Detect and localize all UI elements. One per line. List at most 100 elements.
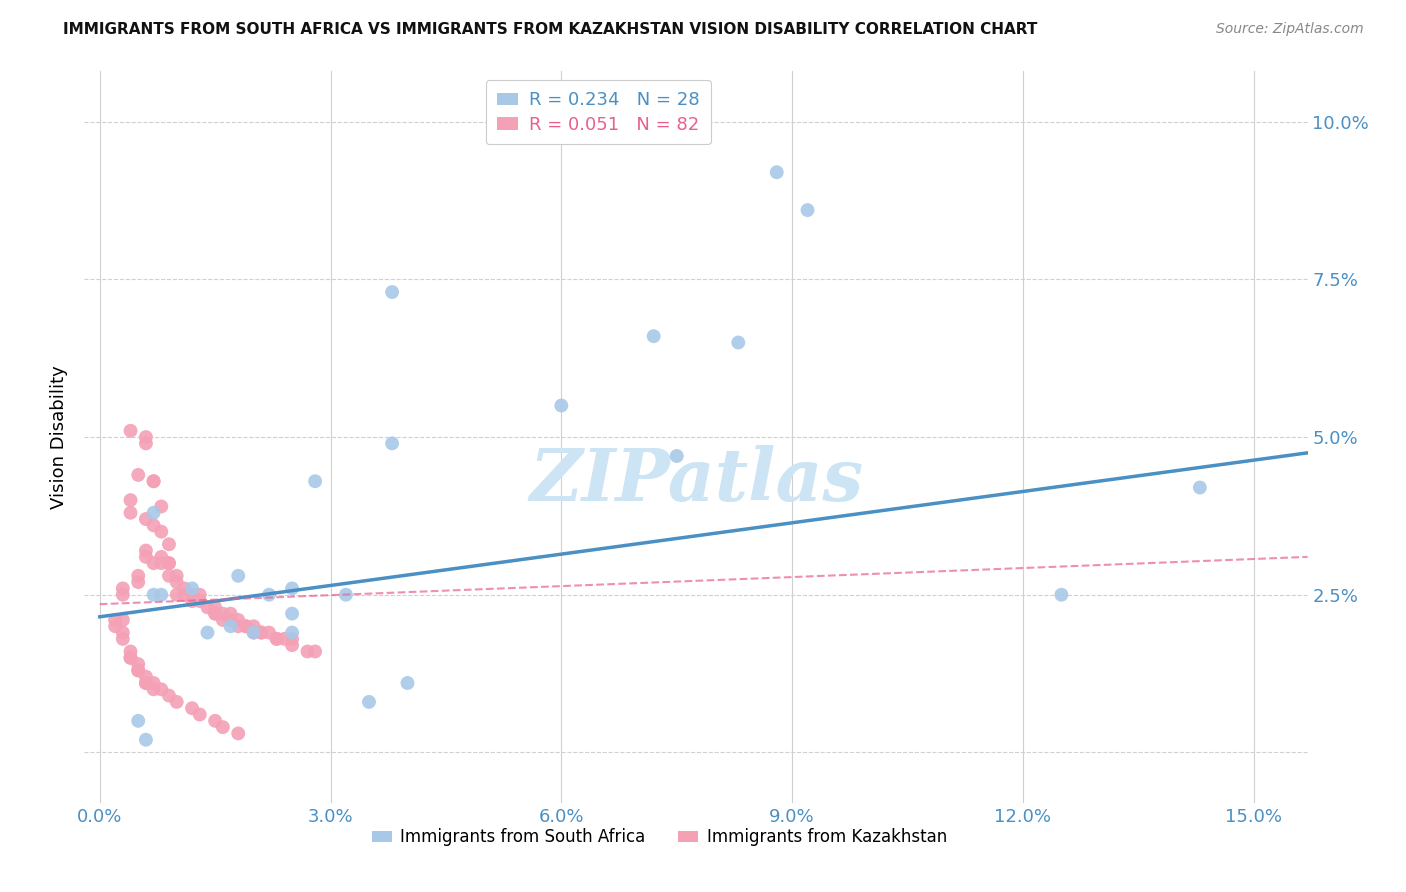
Immigrants from Kazakhstan <box>111 632 134 646</box>
Immigrants from Kazakhstan <box>135 430 157 444</box>
Immigrants from Kazakhstan <box>219 607 242 621</box>
Immigrants from Kazakhstan <box>211 607 233 621</box>
Immigrants from Kazakhstan <box>157 569 180 583</box>
Immigrants from South Africa <box>665 449 688 463</box>
Immigrants from Kazakhstan <box>120 650 142 665</box>
Immigrants from Kazakhstan <box>142 518 165 533</box>
Immigrants from Kazakhstan <box>150 549 173 564</box>
Immigrants from South Africa <box>304 474 326 488</box>
Immigrants from Kazakhstan <box>120 644 142 658</box>
Immigrants from Kazakhstan <box>235 619 257 633</box>
Immigrants from Kazakhstan <box>157 556 180 570</box>
Immigrants from Kazakhstan <box>181 588 204 602</box>
Immigrants from South Africa <box>142 588 165 602</box>
Immigrants from South Africa <box>226 569 249 583</box>
Immigrants from Kazakhstan <box>226 619 249 633</box>
Immigrants from Kazakhstan <box>173 588 195 602</box>
Immigrants from Kazakhstan <box>281 632 304 646</box>
Immigrants from South Africa <box>181 582 204 596</box>
Immigrants from Kazakhstan <box>142 676 165 690</box>
Immigrants from South Africa <box>257 588 280 602</box>
Immigrants from Kazakhstan <box>120 650 142 665</box>
Immigrants from South Africa <box>381 436 404 450</box>
Immigrants from Kazakhstan <box>204 600 226 615</box>
Immigrants from South Africa <box>281 607 304 621</box>
Immigrants from Kazakhstan <box>150 524 173 539</box>
Immigrants from Kazakhstan <box>304 644 326 658</box>
Immigrants from Kazakhstan <box>111 588 134 602</box>
Immigrants from Kazakhstan <box>135 676 157 690</box>
Immigrants from Kazakhstan <box>266 632 288 646</box>
Legend: Immigrants from South Africa, Immigrants from Kazakhstan: Immigrants from South Africa, Immigrants… <box>364 822 953 853</box>
Immigrants from Kazakhstan <box>127 569 149 583</box>
Immigrants from Kazakhstan <box>135 512 157 526</box>
Immigrants from Kazakhstan <box>181 594 204 608</box>
Immigrants from Kazakhstan <box>157 537 180 551</box>
Immigrants from Kazakhstan <box>135 436 157 450</box>
Immigrants from South Africa <box>396 676 419 690</box>
Immigrants from Kazakhstan <box>235 619 257 633</box>
Immigrants from Kazakhstan <box>211 613 233 627</box>
Immigrants from South Africa <box>643 329 665 343</box>
Immigrants from Kazakhstan <box>135 543 157 558</box>
Text: ZIPatlas: ZIPatlas <box>529 445 863 516</box>
Immigrants from Kazakhstan <box>127 664 149 678</box>
Immigrants from Kazakhstan <box>204 607 226 621</box>
Immigrants from Kazakhstan <box>226 726 249 740</box>
Immigrants from Kazakhstan <box>166 575 188 590</box>
Immigrants from South Africa <box>335 588 357 602</box>
Immigrants from Kazakhstan <box>127 664 149 678</box>
Immigrants from South Africa <box>1188 481 1211 495</box>
Immigrants from Kazakhstan <box>157 556 180 570</box>
Immigrants from South Africa <box>135 732 157 747</box>
Immigrants from Kazakhstan <box>188 588 211 602</box>
Immigrants from South Africa <box>550 399 572 413</box>
Immigrants from Kazakhstan <box>111 613 134 627</box>
Immigrants from Kazakhstan <box>157 689 180 703</box>
Immigrants from Kazakhstan <box>120 493 142 508</box>
Immigrants from Kazakhstan <box>111 582 134 596</box>
Immigrants from Kazakhstan <box>120 506 142 520</box>
Immigrants from Kazakhstan <box>219 613 242 627</box>
Immigrants from Kazakhstan <box>111 625 134 640</box>
Immigrants from Kazakhstan <box>104 613 127 627</box>
Immigrants from South Africa <box>357 695 380 709</box>
Immigrants from Kazakhstan <box>181 701 204 715</box>
Immigrants from Kazakhstan <box>281 638 304 652</box>
Text: IMMIGRANTS FROM SOUTH AFRICA VS IMMIGRANTS FROM KAZAKHSTAN VISION DISABILITY COR: IMMIGRANTS FROM SOUTH AFRICA VS IMMIGRAN… <box>63 22 1038 37</box>
Immigrants from South Africa <box>127 714 149 728</box>
Immigrants from South Africa <box>281 582 304 596</box>
Immigrants from Kazakhstan <box>188 707 211 722</box>
Immigrants from Kazakhstan <box>250 625 273 640</box>
Immigrants from Kazakhstan <box>257 625 280 640</box>
Immigrants from Kazakhstan <box>142 682 165 697</box>
Immigrants from Kazakhstan <box>104 619 127 633</box>
Immigrants from South Africa <box>197 625 219 640</box>
Immigrants from Kazakhstan <box>120 424 142 438</box>
Text: Source: ZipAtlas.com: Source: ZipAtlas.com <box>1216 22 1364 37</box>
Immigrants from Kazakhstan <box>273 632 295 646</box>
Immigrants from Kazakhstan <box>250 625 273 640</box>
Immigrants from Kazakhstan <box>127 575 149 590</box>
Immigrants from Kazakhstan <box>142 556 165 570</box>
Immigrants from Kazakhstan <box>242 619 264 633</box>
Immigrants from South Africa <box>796 203 818 218</box>
Immigrants from South Africa <box>281 625 304 640</box>
Immigrants from South Africa <box>765 165 787 179</box>
Immigrants from Kazakhstan <box>150 556 173 570</box>
Immigrants from Kazakhstan <box>127 657 149 671</box>
Immigrants from Kazakhstan <box>166 569 188 583</box>
Immigrants from Kazakhstan <box>135 670 157 684</box>
Immigrants from Kazakhstan <box>166 588 188 602</box>
Immigrants from Kazakhstan <box>242 625 264 640</box>
Immigrants from Kazakhstan <box>173 582 195 596</box>
Immigrants from Kazakhstan <box>142 474 165 488</box>
Immigrants from Kazakhstan <box>142 474 165 488</box>
Immigrants from Kazakhstan <box>211 720 233 734</box>
Y-axis label: Vision Disability: Vision Disability <box>51 365 69 509</box>
Immigrants from Kazakhstan <box>204 607 226 621</box>
Immigrants from Kazakhstan <box>150 682 173 697</box>
Immigrants from Kazakhstan <box>135 549 157 564</box>
Immigrants from Kazakhstan <box>204 714 226 728</box>
Immigrants from Kazakhstan <box>188 594 211 608</box>
